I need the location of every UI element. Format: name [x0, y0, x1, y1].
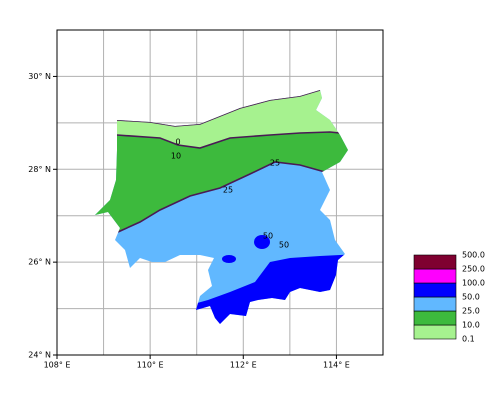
contour-label: 25: [270, 159, 280, 168]
x-tick-label: 114° E: [323, 361, 350, 370]
legend-box: [413, 310, 457, 326]
legend-label: 25.0: [462, 307, 480, 316]
legend-box: [413, 268, 457, 284]
legend-label: 50.0: [462, 293, 480, 302]
legend-box: [413, 282, 457, 298]
legend-label: 250.0: [462, 265, 485, 274]
legend-label: 500.0: [462, 251, 485, 260]
legend-label: 10.0: [462, 321, 480, 330]
y-tick-label: 26° N: [28, 258, 51, 267]
legend: 0.1 10.0 25.0 50.0 100.0 250.0 500.0: [413, 251, 485, 344]
legend-box: [413, 296, 457, 312]
x-tick-label: 110° E: [137, 361, 164, 370]
legend-label: 100.0: [462, 279, 485, 288]
band-50-100: [254, 235, 270, 249]
x-tick-label: 108° E: [44, 361, 71, 370]
y-tick-label: 28° N: [28, 165, 51, 174]
contour-label: 50: [279, 241, 289, 250]
y-tick-label: 30° N: [28, 72, 51, 81]
contour-label: 50: [263, 232, 273, 241]
contour-label: 10: [171, 152, 181, 161]
contour-label: 25: [223, 186, 233, 195]
legend-box: [413, 324, 457, 340]
y-tick-label: 24° N: [28, 351, 51, 360]
contour-line: [117, 161, 326, 233]
contour-label: 0: [175, 138, 180, 147]
x-tick-label: 112° E: [230, 361, 257, 370]
contour-line: [116, 131, 348, 149]
band-50-100: [222, 255, 236, 263]
band-10-25: [95, 132, 348, 240]
legend-label: 0.1: [462, 335, 475, 344]
frame: [56, 29, 384, 356]
legend-box: [413, 254, 457, 270]
